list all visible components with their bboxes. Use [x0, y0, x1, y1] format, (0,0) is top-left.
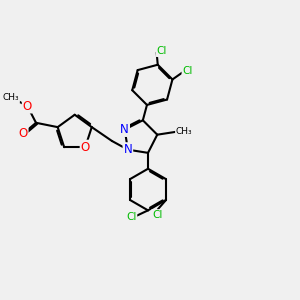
Text: O: O — [18, 127, 28, 140]
Text: O: O — [23, 100, 32, 112]
Text: CH₃: CH₃ — [3, 93, 19, 102]
Text: Cl: Cl — [182, 66, 193, 76]
Text: N: N — [120, 123, 129, 136]
Text: Cl: Cl — [157, 46, 167, 56]
Text: Cl: Cl — [126, 212, 136, 222]
Text: Cl: Cl — [152, 210, 163, 220]
Text: O: O — [81, 141, 90, 154]
Text: N: N — [124, 143, 132, 156]
Text: CH₃: CH₃ — [176, 127, 192, 136]
